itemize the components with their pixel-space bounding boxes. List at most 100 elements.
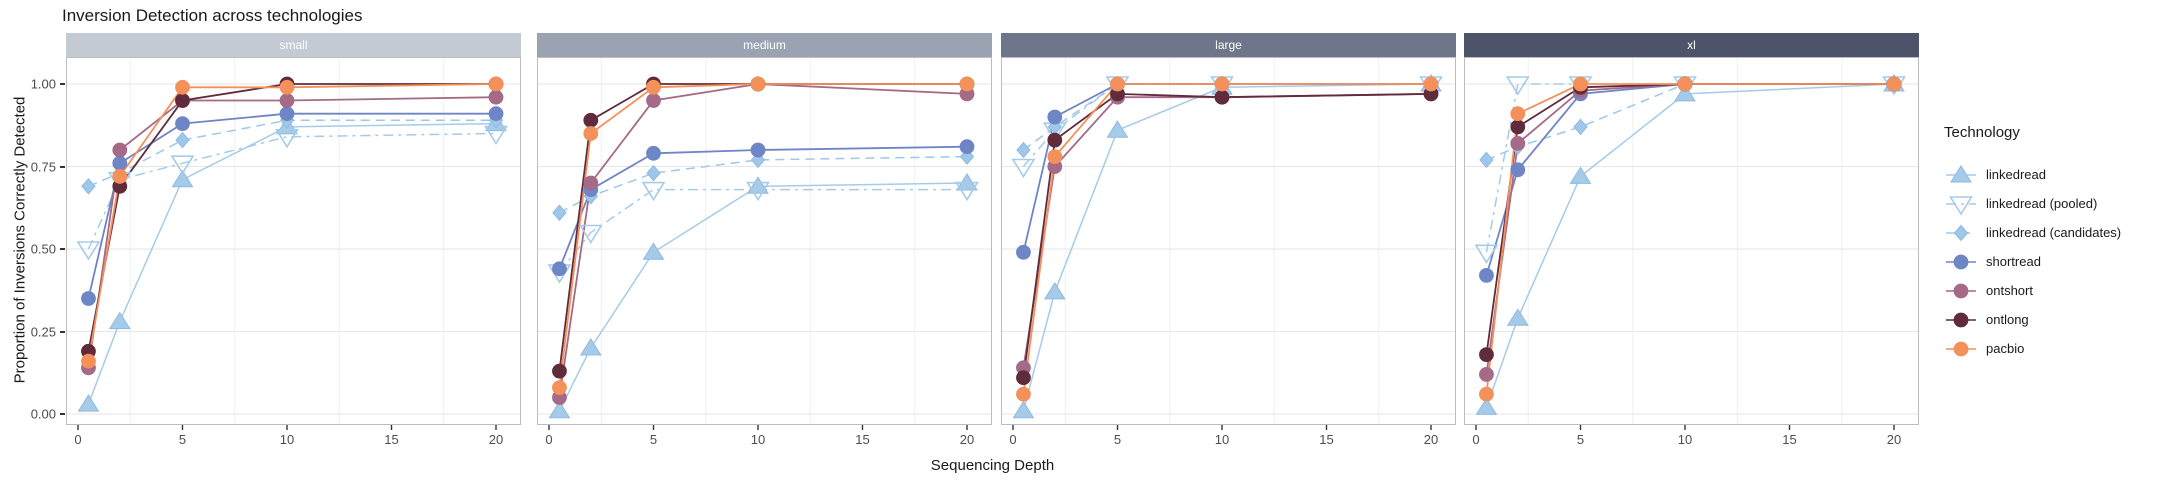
pacbio-marker (1214, 76, 1230, 92)
triangle-down-icon (1946, 195, 1976, 216)
linkedread (pooled)-marker (578, 224, 603, 245)
panel-background (1464, 57, 1919, 425)
pacbio-marker (750, 76, 766, 92)
x-tick-label: 5 (1114, 432, 1121, 447)
linkedread (pooled)-line (87, 132, 497, 250)
ontshort-marker (279, 93, 295, 108)
y-tick-mark (60, 330, 65, 333)
linkedread (pooled)-marker (170, 155, 195, 175)
legend-item-label: ontlong (1986, 312, 2029, 327)
linkedread (pooled)-marker (746, 181, 770, 202)
pacbio-marker (1953, 341, 1969, 356)
linkedread-marker (548, 400, 571, 419)
circle-icon (1946, 312, 1976, 327)
panel-background (1001, 57, 1456, 425)
shortread-marker (1047, 109, 1063, 125)
ontlong-marker (583, 112, 599, 128)
panel-medium: medium 0 5 10 15 20 (537, 33, 992, 454)
linkedread (candidates)-marker (552, 204, 567, 221)
legend-item-label: linkedread (pooled) (1986, 196, 2098, 211)
shortread-marker (1510, 162, 1526, 178)
x-tick-label: 0 (74, 432, 81, 447)
panel-background (537, 57, 992, 425)
linkedread-marker (1012, 400, 1035, 419)
pacbio-marker (1677, 76, 1693, 92)
plot-area-medium: 0 5 10 15 20 (537, 57, 992, 447)
pacbio-marker (646, 79, 661, 95)
linkedread (candidates)-marker (1953, 224, 1969, 241)
linkedread-marker (1950, 164, 1972, 182)
x-tick-label: 10 (751, 432, 765, 447)
ontshort-marker (1510, 136, 1526, 151)
x-tick-label: 0 (1009, 432, 1016, 447)
legend-item-ontlong: ontlong (1944, 305, 2156, 334)
ontshort-marker (112, 142, 128, 158)
triangle-up-icon (1946, 164, 1976, 182)
legend: Technology linkedread linkedread (pooled)… (1944, 122, 2156, 363)
shortread-marker (750, 142, 766, 158)
pacbio-marker (1479, 386, 1494, 402)
x-axis-label: Sequencing Depth (930, 457, 1055, 474)
y-tick-label: 0.00 (30, 406, 56, 422)
shortread-marker (1953, 254, 1969, 269)
pacbio-marker (552, 380, 567, 396)
plot-area-small: 0 5 10 15 20 (66, 57, 521, 447)
x-tick-label: 10 (1215, 432, 1229, 447)
linkedread (candidates)-marker (81, 178, 96, 195)
x-tick-label: 15 (384, 432, 398, 447)
pacbio-marker (1886, 76, 1902, 92)
ontlong-marker (1510, 119, 1526, 135)
panel-xl: xl 0 5 10 15 20 (1464, 33, 1919, 454)
linkedread (pooled)-marker (275, 129, 299, 149)
linkedread-marker (747, 176, 769, 194)
pacbio-marker (175, 79, 190, 95)
pacbio-marker (959, 76, 975, 92)
x-tick-label: 5 (650, 432, 657, 447)
pacbio-marker (583, 126, 599, 141)
legend-item-shortread: shortread (1944, 247, 2156, 276)
linkedread (pooled)-marker (1949, 195, 1973, 216)
x-tick-label: 15 (1319, 432, 1333, 447)
shortread-marker (112, 155, 128, 171)
x-tick-label: 5 (1577, 432, 1584, 447)
pacbio-marker (488, 76, 504, 92)
y-tick-mark (60, 413, 65, 415)
x-tick-label: 0 (1472, 432, 1479, 447)
x-tick-label: 15 (855, 432, 869, 447)
facet-strip-xl: xl (1464, 33, 1919, 57)
linkedread-marker (108, 311, 131, 330)
panel-large: large 0 5 10 15 20 (1001, 33, 1456, 454)
y-tick-label: 1.00 (30, 76, 56, 92)
y-tick-mark (60, 83, 65, 85)
pacbio-marker (1510, 106, 1526, 122)
linkedread (candidates)-line (1486, 83, 1894, 161)
x-tick-label: 10 (1678, 432, 1692, 447)
shortread-marker (959, 139, 975, 155)
linkedread (pooled)-marker (76, 241, 101, 261)
linkedread-marker (642, 242, 665, 260)
circle-icon (1946, 254, 1976, 269)
linkedread-marker (1043, 281, 1066, 300)
plot-area-xl: 0 5 10 15 20 (1464, 57, 1919, 447)
linkedread (candidates)-marker (1016, 141, 1031, 159)
circle-icon (1946, 283, 1976, 298)
shortread-marker (488, 106, 504, 122)
shortread-marker (175, 116, 190, 131)
ontshort-marker (1479, 366, 1494, 382)
legend-item-label: ontshort (1986, 283, 2033, 298)
linkedread-marker (171, 169, 194, 188)
x-tick-label: 20 (1887, 432, 1901, 447)
shortread-marker (1016, 244, 1031, 260)
linkedread (candidates)-marker (1479, 151, 1494, 169)
legend-item-label: linkedread (1986, 167, 2046, 182)
ontshort-marker (583, 175, 599, 191)
y-tick-label: 0.25 (30, 324, 56, 339)
linkedread-marker (77, 394, 100, 412)
linkedread-marker (1569, 166, 1592, 184)
pacbio-marker (112, 169, 128, 184)
facet-strip-large: large (1001, 33, 1456, 57)
y-tick-mark (60, 165, 65, 168)
ontlong-marker (1953, 312, 1969, 327)
pacbio-marker (1423, 76, 1439, 92)
